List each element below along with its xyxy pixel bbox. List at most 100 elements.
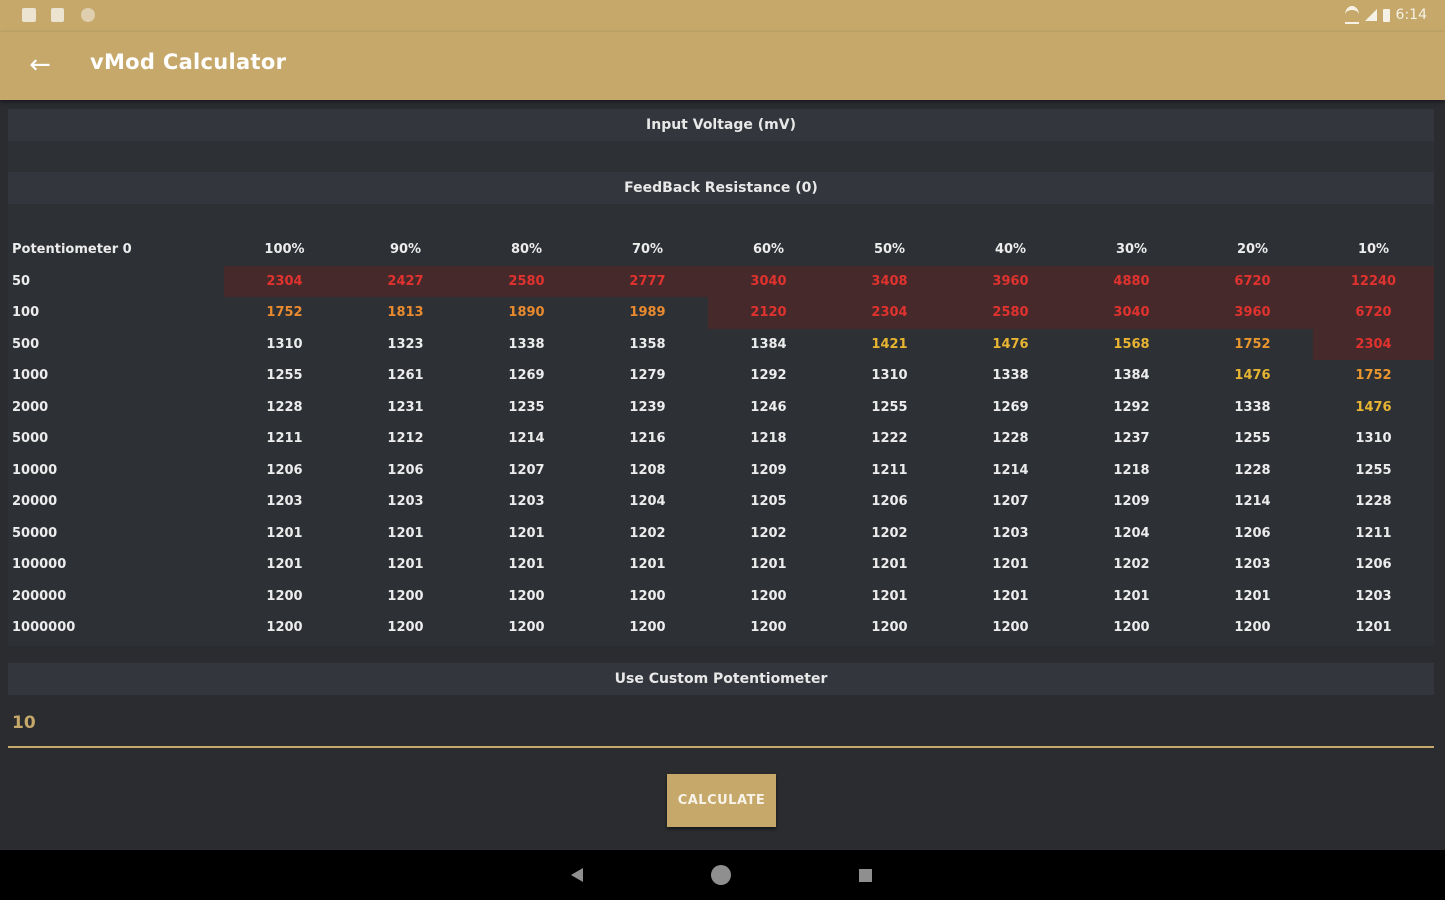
table-cell: 1476 <box>1234 368 1271 384</box>
table-cell: 1206 <box>1355 557 1392 573</box>
table-cell: 1476 <box>1355 399 1392 415</box>
table-cell: 1200 <box>266 588 303 604</box>
signal-icon <box>1364 9 1377 21</box>
status-time: 6:14 <box>1395 7 1427 23</box>
table-cell: 1201 <box>1355 620 1392 636</box>
table-cell: 1338 <box>1234 399 1271 415</box>
table-cell: 1206 <box>266 462 303 478</box>
row-label: 1000000 <box>12 620 76 636</box>
table-cell: 1201 <box>1113 588 1150 604</box>
nav-home-button[interactable] <box>696 850 746 900</box>
table-cell: 1421 <box>871 336 908 352</box>
nav-recents-icon <box>859 869 872 882</box>
table-cell: 1261 <box>387 368 424 384</box>
calculate-button[interactable]: CALCULATE <box>667 774 776 827</box>
table-cell: 1231 <box>387 399 424 415</box>
back-arrow-icon[interactable]: ← <box>29 50 51 80</box>
nav-recents-button[interactable] <box>841 850 891 900</box>
table-cell: 1200 <box>871 620 908 636</box>
table-cell: 1212 <box>387 431 424 447</box>
table-cell: 1237 <box>1113 431 1150 447</box>
table-cell: 1228 <box>266 399 303 415</box>
column-header-percent: 100% <box>264 242 305 258</box>
table-cell: 1201 <box>508 557 545 573</box>
row-label: 1000 <box>12 368 49 384</box>
table-cell: 1201 <box>266 525 303 541</box>
battery-icon <box>1382 8 1390 22</box>
table-cell: 1211 <box>266 431 303 447</box>
table-cell: 1200 <box>1113 620 1150 636</box>
table-cell: 1201 <box>508 525 545 541</box>
row-label: 500 <box>12 336 40 352</box>
table-cell: 1200 <box>508 620 545 636</box>
table-cell: 2580 <box>466 265 587 297</box>
table-cell: 1206 <box>871 494 908 510</box>
feedback-resistance-header[interactable]: FeedBack Resistance (0) <box>8 172 1434 204</box>
table-cell: 1206 <box>1234 525 1271 541</box>
custom-pot-header[interactable]: Use Custom Potentiometer <box>8 663 1434 695</box>
table-cell: 1204 <box>1113 525 1150 541</box>
table-cell: 1228 <box>1355 494 1392 510</box>
table-cell: 6720 <box>1192 265 1313 297</box>
sync-icon <box>81 8 95 22</box>
table-cell: 1228 <box>1234 462 1271 478</box>
table-cell: 3040 <box>708 265 829 297</box>
table-cell: 1292 <box>1113 399 1150 415</box>
table-cell: 1200 <box>629 588 666 604</box>
table-cell: 1200 <box>750 588 787 604</box>
table-cell: 1228 <box>992 431 1029 447</box>
row-label: 5000 <box>12 431 49 447</box>
table-cell: 4880 <box>1071 265 1192 297</box>
table-cell: 2427 <box>345 265 466 297</box>
table-cell: 1201 <box>1234 588 1271 604</box>
nav-home-icon <box>711 865 731 885</box>
table-cell: 1279 <box>629 368 666 384</box>
table-cell: 1200 <box>750 620 787 636</box>
table-cell: 1200 <box>1234 620 1271 636</box>
app-title: vMod Calculator <box>90 50 287 74</box>
nav-back-icon <box>571 868 583 882</box>
sd-card-icon <box>51 8 64 22</box>
table-cell: 1218 <box>750 431 787 447</box>
table-cell: 1200 <box>508 588 545 604</box>
table-cell: 1255 <box>1355 462 1392 478</box>
table-cell: 1200 <box>629 620 666 636</box>
table-row: 2000 1228 1231 1235 1239 1246 1255 1269 1292 1338… <box>8 392 1434 424</box>
column-header-percent: 20% <box>1236 242 1269 258</box>
table-cell: 1203 <box>508 494 545 510</box>
table-cell: 1752 <box>1234 336 1271 352</box>
table-cell: 1211 <box>1355 525 1392 541</box>
table-row: 50000 1201 1201 1201 1202 1202 1202 1203 1204 120… <box>8 518 1434 550</box>
table-cell: 1201 <box>266 557 303 573</box>
table-row: 10000 1206 1206 1207 1208 1209 1211 1214 1218 122… <box>8 455 1434 487</box>
table-cell: 1200 <box>387 620 424 636</box>
custom-potentiometer-input[interactable] <box>8 700 1434 748</box>
table-cell: 1235 <box>508 399 545 415</box>
table-cell: 3040 <box>1071 297 1192 329</box>
table-cell: 2304 <box>1313 328 1434 360</box>
table-cell: 1214 <box>508 431 545 447</box>
wifi-icon <box>1344 6 1359 24</box>
table-row: 5000 1211 1212 1214 1216 1218 1222 1228 1237 1255… <box>8 423 1434 455</box>
table-cell: 1752 <box>266 305 303 321</box>
row-label: 50 <box>12 273 31 289</box>
table-cell: 1203 <box>387 494 424 510</box>
table-cell: 1239 <box>629 399 666 415</box>
voltage-table: Potentiometer 0 100% 90% 80% 70% 60% 50% 40% 30%… <box>8 234 1434 646</box>
table-cell: 1214 <box>992 462 1029 478</box>
column-header-percent: 40% <box>994 242 1027 258</box>
column-header-percent: 10% <box>1357 242 1390 258</box>
table-cell: 1255 <box>266 368 303 384</box>
nav-back-button[interactable] <box>552 850 602 900</box>
table-cell: 2304 <box>829 297 950 329</box>
column-header-percent: 30% <box>1115 242 1148 258</box>
input-voltage-header[interactable]: Input Voltage (mV) <box>8 109 1434 141</box>
table-row: 1000000 1200 1200 1200 1200 1200 1200 1200 1200 1… <box>8 612 1434 644</box>
table-cell: 1209 <box>750 462 787 478</box>
table-cell: 3408 <box>829 265 950 297</box>
table-row: 100 1752 1813 1890 1989 2120 2304 2580 3040 3960 6… <box>8 297 1434 329</box>
table-cell: 3960 <box>950 265 1071 297</box>
row-label: 100000 <box>12 557 67 573</box>
table-cell: 1200 <box>992 620 1029 636</box>
row-label: 100 <box>12 305 40 321</box>
